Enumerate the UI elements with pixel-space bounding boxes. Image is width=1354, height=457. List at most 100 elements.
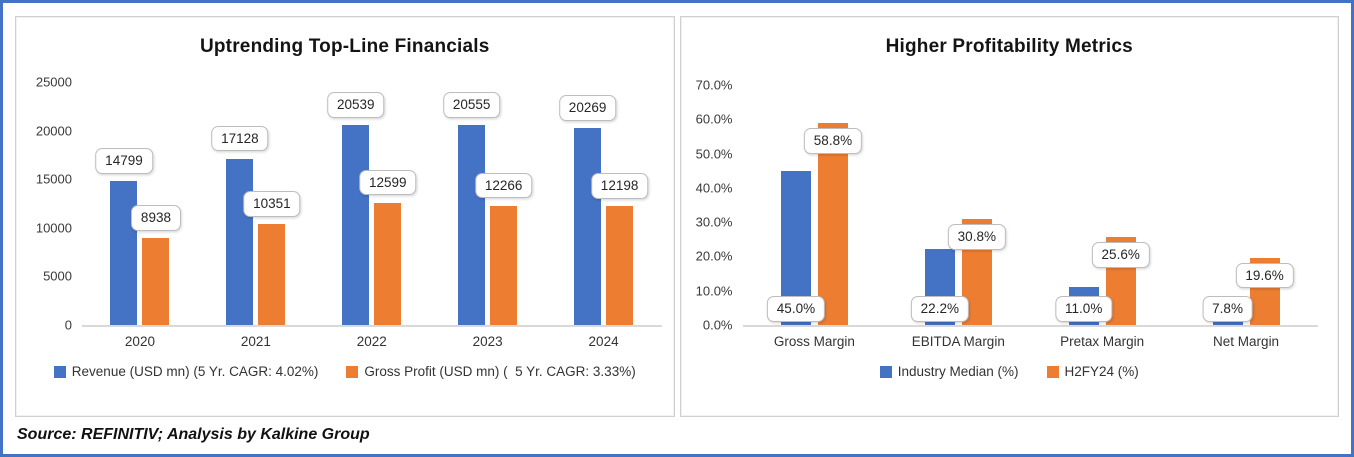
bar-revenue-2021: 17128	[211, 125, 269, 325]
x-category-label: Pretax Margin	[1060, 334, 1145, 349]
legend: Revenue (USD mn) (5 Yr. CAGR: 4.02%) Gros…	[16, 364, 674, 379]
bar	[226, 158, 254, 325]
x-category-label: Gross Margin	[773, 334, 855, 349]
bar-gross-2022: 12599	[358, 169, 417, 325]
chart-title: Uptrending Top-Line Financials	[199, 36, 490, 57]
legend-swatch-icon	[53, 365, 66, 378]
data-label-callout: 12198	[590, 173, 649, 199]
bar	[258, 224, 286, 325]
bar	[110, 181, 138, 325]
data-label-callout: 14799	[95, 148, 153, 174]
y-tick-label: 40.0%	[695, 180, 733, 196]
bar-group-2021: 17128 10351	[198, 82, 314, 325]
y-tick-label: 15000	[35, 171, 72, 187]
x-category-label: 2022	[356, 334, 387, 349]
data-label-callout: 20539	[326, 92, 385, 118]
bar	[374, 202, 402, 325]
legend-label: H2FY24 (%)	[1064, 364, 1139, 379]
data-label-callout: 7.8%	[1202, 296, 1253, 322]
bar	[574, 128, 602, 325]
charts-row: Uptrending Top-Line Financials 25000 2000…	[3, 3, 1351, 417]
x-category-label: 2023	[472, 334, 503, 349]
data-label-callout: 11.0%	[1055, 296, 1113, 322]
bar-gross-2023: 12266	[474, 172, 533, 325]
plot-area: 14799 8938 17128 10351 20539 12599 20555 12266 2…	[82, 82, 662, 327]
legend-item-gross: Gross Profit (USD mn) ( 5 Yr. CAGR: 3.33…	[346, 364, 636, 379]
y-tick-label: 10000	[35, 220, 72, 236]
plot-row: 25000 20000 15000 10000 5000 0 14799 8938 17128…	[16, 75, 674, 333]
bar-revenue-2022: 20539	[326, 92, 385, 325]
x-axis: 2020 2021 2022 2023 2024	[82, 334, 662, 349]
bar-industry-gross-margin: 45.0%	[766, 170, 826, 325]
bar-h2fy24-gross-margin: 58.8%	[803, 123, 863, 325]
legend-item-industry: Industry Median (%)	[879, 364, 1019, 379]
y-tick-label: 50.0%	[695, 146, 733, 162]
source-attribution: Source: REFINITIV; Analysis by Kalkine G…	[17, 426, 370, 443]
y-tick-label: 20.0%	[695, 248, 733, 264]
x-category-label: EBITDA Margin	[911, 334, 1005, 349]
bar-industry-pretax-margin: 11.0%	[1055, 287, 1113, 325]
data-label-callout: 10351	[243, 191, 301, 217]
legend-swatch-icon	[879, 365, 892, 378]
bar	[817, 123, 848, 325]
bar-revenue-2023: 20555	[442, 92, 501, 325]
data-label-callout: 45.0%	[766, 296, 826, 322]
legend-label: Industry Median (%)	[897, 364, 1019, 379]
plot-area: 45.0% 58.8% 22.2% 30.8% 11.0% 25.6% 7.8% 19.6%	[742, 85, 1318, 327]
bar-group-gross-margin: 45.0% 58.8%	[743, 85, 887, 325]
bar-group-2023: 20555 12266	[430, 82, 546, 325]
bar-revenue-2020: 14799	[95, 148, 153, 325]
y-tick-label: 25000	[35, 74, 72, 90]
data-label-callout: 8938	[130, 205, 181, 231]
bar-group-ebitda-margin: 22.2% 30.8%	[886, 85, 1030, 325]
bar-group-2020: 14799 8938	[82, 82, 198, 325]
y-tick-label: 0.0%	[702, 317, 733, 333]
legend: Industry Median (%) H2FY24 (%)	[681, 364, 1339, 379]
data-label-callout: 58.8%	[803, 128, 863, 154]
data-label-callout: 30.8%	[947, 224, 1006, 250]
bar	[342, 125, 370, 325]
x-category-label: 2020	[124, 334, 155, 349]
y-tick-label: 0	[64, 317, 72, 333]
bar-industry-net-margin: 7.8%	[1202, 296, 1253, 325]
y-tick-label: 20000	[35, 123, 72, 139]
legend-label: Gross Profit (USD mn) ( 5 Yr. CAGR: 3.33…	[364, 364, 636, 379]
bar-group-2024: 20269 12198	[546, 82, 662, 325]
data-label-callout: 20269	[558, 95, 617, 121]
data-label-callout: 22.2%	[910, 296, 969, 322]
topline-financials-chart: Uptrending Top-Line Financials 25000 2000…	[15, 16, 675, 417]
bar	[142, 238, 170, 325]
bar	[490, 205, 518, 325]
plot-row: 70.0% 60.0% 50.0% 40.0% 30.0% 20.0% 10.0% 0.0% …	[681, 78, 1339, 333]
chart-title: Higher Profitability Metrics	[885, 36, 1133, 57]
y-axis: 70.0% 60.0% 50.0% 40.0% 30.0% 20.0% 10.0% 0.0%	[681, 78, 743, 333]
y-tick-label: 70.0%	[695, 77, 733, 93]
bar-h2fy24-net-margin: 19.6%	[1235, 257, 1294, 325]
x-category-label: Net Margin	[1213, 334, 1280, 349]
data-label-callout: 12599	[358, 169, 417, 196]
bar-industry-ebitda-margin: 22.2%	[910, 248, 969, 325]
x-category-label: 2021	[240, 334, 271, 349]
x-category-label: 2024	[588, 334, 619, 349]
legend-swatch-icon	[1046, 365, 1059, 378]
data-label-callout: 25.6%	[1091, 242, 1150, 268]
data-label-callout: 20555	[442, 92, 501, 118]
y-tick-label: 30.0%	[695, 214, 733, 230]
legend-label: Revenue (USD mn) (5 Yr. CAGR: 4.02%)	[71, 364, 319, 379]
y-tick-label: 60.0%	[695, 111, 733, 127]
legend-item-h2fy24: H2FY24 (%)	[1046, 364, 1139, 379]
data-label-callout: 17128	[211, 125, 269, 152]
bar-gross-2024: 12198	[590, 173, 649, 325]
bar-group-net-margin: 7.8% 19.6%	[1174, 85, 1318, 325]
bar-group-2022: 20539 12599	[314, 82, 430, 325]
bar-group-pretax-margin: 11.0% 25.6%	[1030, 85, 1174, 325]
bar	[606, 206, 634, 325]
data-label-callout: 19.6%	[1235, 262, 1294, 289]
y-axis: 25000 20000 15000 10000 5000 0	[16, 75, 82, 333]
bar	[458, 125, 486, 325]
bar-gross-2020: 8938	[130, 205, 181, 325]
y-tick-label: 5000	[43, 268, 72, 284]
bar-revenue-2024: 20269	[558, 95, 617, 325]
legend-swatch-icon	[346, 365, 359, 378]
